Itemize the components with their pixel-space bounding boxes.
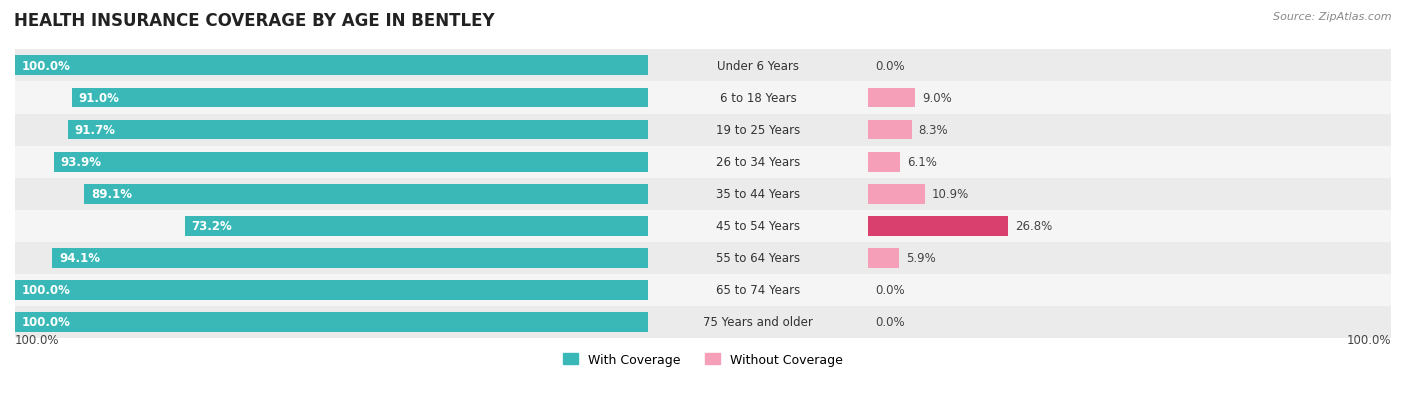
Text: Under 6 Years: Under 6 Years <box>717 60 799 73</box>
Legend: With Coverage, Without Coverage: With Coverage, Without Coverage <box>558 348 848 371</box>
Bar <box>15 50 1391 82</box>
Text: 89.1%: 89.1% <box>91 188 132 201</box>
Text: 100.0%: 100.0% <box>22 316 70 329</box>
Text: 94.1%: 94.1% <box>59 252 100 265</box>
Text: 100.0%: 100.0% <box>1347 333 1391 346</box>
Text: 100.0%: 100.0% <box>22 60 70 73</box>
Text: 6.1%: 6.1% <box>907 156 936 169</box>
Text: 10.9%: 10.9% <box>932 188 969 201</box>
Bar <box>52 248 648 268</box>
Text: 8.3%: 8.3% <box>918 124 948 137</box>
Text: 26.8%: 26.8% <box>1015 220 1052 233</box>
Text: 0.0%: 0.0% <box>875 60 904 73</box>
Bar <box>15 146 1391 178</box>
Bar <box>15 210 1391 242</box>
Text: 0.0%: 0.0% <box>875 284 904 297</box>
Bar <box>67 120 648 140</box>
Bar <box>72 88 648 108</box>
Bar <box>15 56 648 76</box>
Bar <box>184 216 648 236</box>
Bar <box>15 114 1391 146</box>
Text: 45 to 54 Years: 45 to 54 Years <box>716 220 800 233</box>
Bar <box>868 152 900 172</box>
Text: 91.0%: 91.0% <box>79 92 120 105</box>
Bar <box>15 312 648 332</box>
Bar <box>84 184 648 204</box>
Bar <box>15 274 1391 306</box>
Text: Source: ZipAtlas.com: Source: ZipAtlas.com <box>1274 12 1392 22</box>
Text: 6 to 18 Years: 6 to 18 Years <box>720 92 796 105</box>
Text: 55 to 64 Years: 55 to 64 Years <box>716 252 800 265</box>
Text: 5.9%: 5.9% <box>905 252 935 265</box>
Text: 75 Years and older: 75 Years and older <box>703 316 813 329</box>
Text: 9.0%: 9.0% <box>922 92 952 105</box>
Text: 65 to 74 Years: 65 to 74 Years <box>716 284 800 297</box>
Bar <box>53 152 648 172</box>
Bar <box>15 82 1391 114</box>
Text: 35 to 44 Years: 35 to 44 Years <box>716 188 800 201</box>
Bar <box>868 88 915 108</box>
Bar <box>868 184 925 204</box>
Bar <box>868 120 911 140</box>
Text: 100.0%: 100.0% <box>22 284 70 297</box>
Bar <box>15 280 648 300</box>
Text: HEALTH INSURANCE COVERAGE BY AGE IN BENTLEY: HEALTH INSURANCE COVERAGE BY AGE IN BENT… <box>14 12 495 30</box>
Text: 91.7%: 91.7% <box>75 124 115 137</box>
Text: 19 to 25 Years: 19 to 25 Years <box>716 124 800 137</box>
Text: 93.9%: 93.9% <box>60 156 101 169</box>
Bar <box>868 216 1008 236</box>
Text: 0.0%: 0.0% <box>875 316 904 329</box>
Text: 26 to 34 Years: 26 to 34 Years <box>716 156 800 169</box>
Bar <box>15 178 1391 210</box>
Bar <box>15 306 1391 338</box>
Text: 73.2%: 73.2% <box>191 220 232 233</box>
Bar <box>15 242 1391 274</box>
Bar <box>868 248 898 268</box>
Text: 100.0%: 100.0% <box>15 333 59 346</box>
